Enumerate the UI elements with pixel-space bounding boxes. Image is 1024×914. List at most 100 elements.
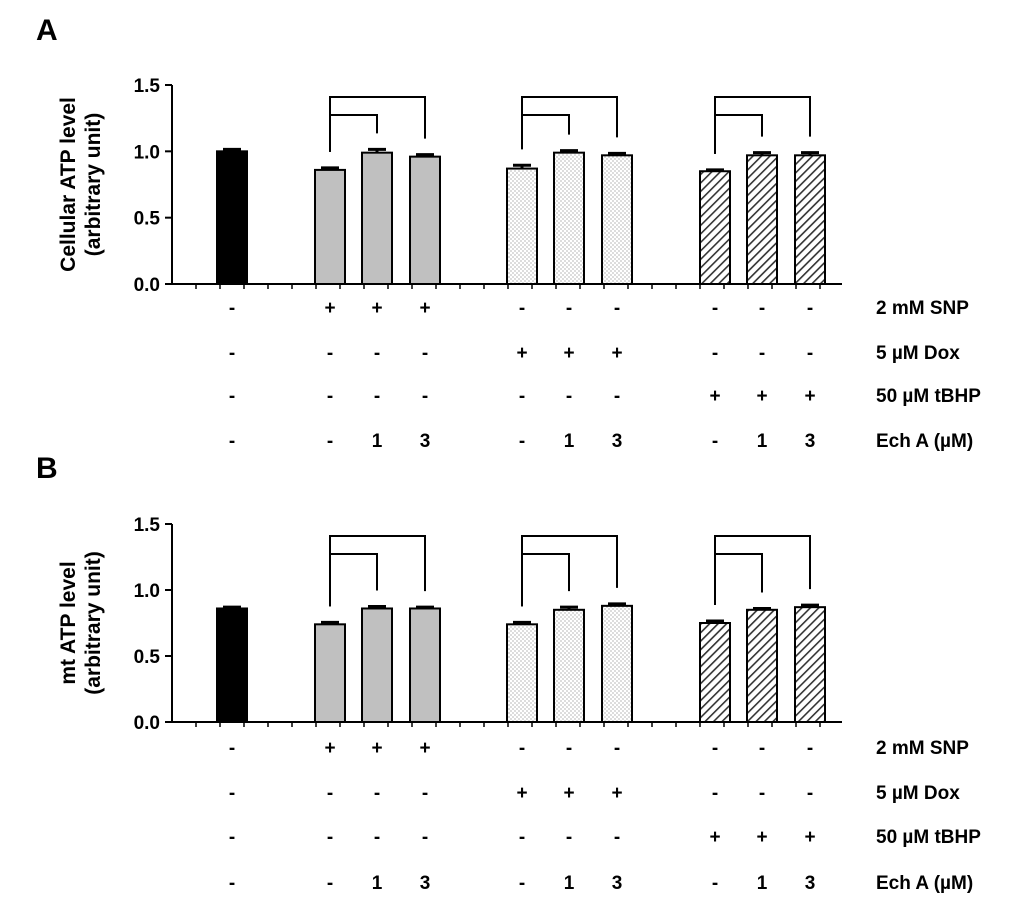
condition-symbol: - (614, 738, 620, 759)
y-tick-label: 1.0 (134, 142, 160, 163)
condition-symbol: - (422, 783, 428, 804)
comparison-bracket (714, 553, 763, 606)
bar (746, 154, 778, 285)
condition-symbol: 1 (372, 873, 383, 894)
condition-symbol: + (611, 783, 622, 804)
condition-symbol: - (712, 738, 718, 759)
condition-symbol: + (804, 827, 815, 848)
condition-symbol: - (712, 873, 718, 894)
comparison-bracket (329, 114, 378, 152)
panel-label: A (36, 14, 58, 47)
bar (601, 604, 633, 724)
condition-symbol: + (611, 343, 622, 364)
condition-symbol: - (759, 298, 765, 319)
condition-symbol: - (759, 783, 765, 804)
bar (216, 150, 248, 285)
condition-symbol: + (516, 783, 527, 804)
condition-symbol: + (804, 386, 815, 407)
condition-symbol: - (374, 386, 380, 407)
condition-symbol: 3 (805, 431, 816, 452)
condition-symbol: - (327, 827, 333, 848)
bar (216, 607, 248, 723)
condition-symbol: + (419, 298, 430, 319)
condition-symbol: - (422, 386, 428, 407)
bar (314, 168, 346, 285)
condition-symbol: 1 (757, 431, 768, 452)
condition-symbol: 3 (420, 873, 431, 894)
condition-symbol: + (756, 827, 767, 848)
condition-symbol: - (566, 827, 572, 848)
y-tick-label: 0.0 (134, 275, 160, 296)
condition-symbol: 3 (420, 431, 431, 452)
condition-symbol: - (807, 783, 813, 804)
bar (553, 151, 585, 285)
comparison-bracket (329, 553, 378, 607)
bar (506, 623, 538, 724)
condition-symbol: + (709, 386, 720, 407)
bar (699, 622, 731, 723)
condition-symbol: - (614, 386, 620, 407)
bar (361, 607, 393, 723)
y-axis-title: Cellular ATP level(arbitrary unit) (57, 97, 105, 272)
condition-row-label: 5 µM Dox (876, 783, 960, 804)
condition-row-label: 50 µM tBHP (876, 827, 981, 848)
y-axis-title-line: (arbitrary unit) (82, 551, 105, 695)
condition-symbol: 3 (612, 873, 623, 894)
condition-symbol: - (566, 298, 572, 319)
condition-symbol: - (422, 343, 428, 364)
condition-symbol: 1 (757, 873, 768, 894)
bar (553, 608, 585, 723)
condition-symbol: - (519, 738, 525, 759)
condition-symbol: - (374, 783, 380, 804)
condition-symbol: - (519, 386, 525, 407)
condition-symbol: - (614, 827, 620, 848)
condition-symbol: + (371, 298, 382, 319)
bar (746, 608, 778, 723)
condition-symbol: + (419, 738, 430, 759)
y-tick-label: 1.0 (134, 581, 160, 602)
condition-symbol: - (614, 298, 620, 319)
condition-symbol: 3 (805, 873, 816, 894)
condition-symbol: + (756, 386, 767, 407)
condition-symbol: - (519, 431, 525, 452)
condition-symbol: - (807, 298, 813, 319)
y-tick-label: 1.5 (134, 76, 161, 97)
condition-symbol: 1 (564, 431, 575, 452)
y-tick-label: 0.5 (134, 209, 161, 230)
y-tick-label: 0.5 (134, 647, 161, 668)
y-axis-title: mt ATP level(arbitrary unit) (57, 551, 105, 695)
condition-row-label: 2 mM SNP (876, 738, 969, 759)
bar (794, 154, 826, 285)
condition-symbol: - (712, 298, 718, 319)
condition-row-label: 50 µM tBHP (876, 386, 981, 407)
y-axis-title-line: mt ATP level (57, 561, 80, 684)
condition-symbol: - (712, 431, 718, 452)
condition-symbol: - (759, 738, 765, 759)
bar (361, 151, 393, 285)
bar (794, 606, 826, 723)
condition-symbol: - (229, 386, 235, 407)
condition-symbol: - (759, 343, 765, 364)
condition-symbol: - (519, 298, 525, 319)
comparison-bracket (521, 96, 618, 150)
bar (601, 154, 633, 285)
condition-symbol: + (709, 827, 720, 848)
bar (699, 170, 731, 286)
condition-symbol: - (229, 343, 235, 364)
y-axis-title-line: (arbitrary unit) (82, 113, 105, 257)
condition-symbol: - (519, 827, 525, 848)
comparison-bracket (521, 114, 570, 150)
condition-symbol: + (516, 343, 527, 364)
comparison-bracket (329, 96, 426, 152)
condition-symbol: - (519, 873, 525, 894)
condition-row-label: 2 mM SNP (876, 298, 969, 319)
comparison-bracket (521, 553, 570, 607)
condition-symbol: - (374, 827, 380, 848)
comparison-bracket (714, 114, 763, 154)
comparison-bracket (714, 96, 811, 154)
condition-row-label: 5 µM Dox (876, 343, 960, 364)
condition-symbol: - (712, 783, 718, 804)
chart-panel-a: A Cellular ATP level(arbitrary unit) 0.0 0.… (36, 14, 981, 452)
